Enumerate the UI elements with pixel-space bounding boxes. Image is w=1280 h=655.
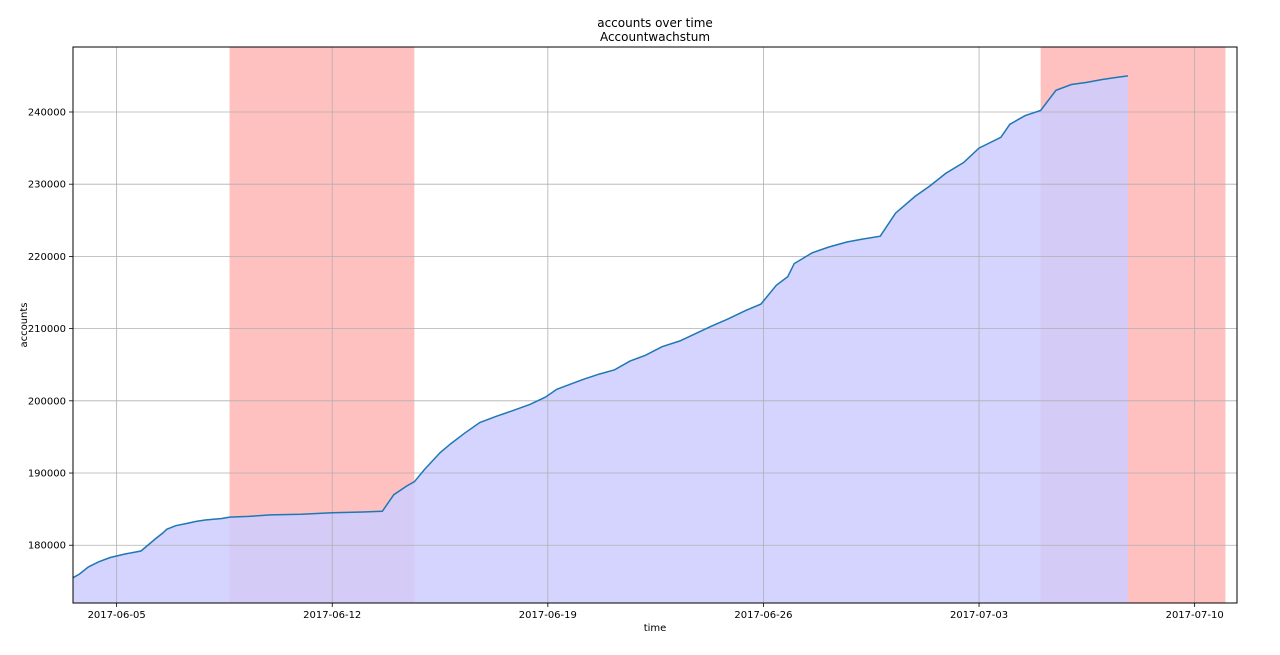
x-tick-label: 2017-06-19 — [519, 610, 577, 621]
x-tick-label: 2017-06-12 — [303, 610, 361, 621]
y-tick-label: 220000 — [28, 252, 66, 263]
series-line — [72, 75, 1129, 579]
y-tick-label: 190000 — [28, 469, 66, 480]
x-tick-label: 2017-06-26 — [734, 610, 792, 621]
y-tick-label: 240000 — [28, 107, 66, 118]
y-tick-label: 200000 — [28, 396, 66, 407]
y-tick-label: 180000 — [28, 541, 66, 552]
y-tick-label: 210000 — [28, 324, 66, 335]
series-area — [73, 75, 1128, 603]
chart-subtitle: Accountwachstum — [600, 30, 710, 44]
plot-frame — [72, 46, 1238, 604]
x-axis-label: time — [644, 623, 667, 634]
x-tick-label: 2017-06-05 — [88, 610, 146, 621]
y-tick-label: 230000 — [28, 180, 66, 191]
y-axis-label: accounts — [19, 302, 30, 347]
x-tick-label: 2017-07-03 — [950, 610, 1008, 621]
chart-title: accounts over time — [597, 16, 713, 30]
x-tick-label: 2017-07-10 — [1166, 610, 1224, 621]
